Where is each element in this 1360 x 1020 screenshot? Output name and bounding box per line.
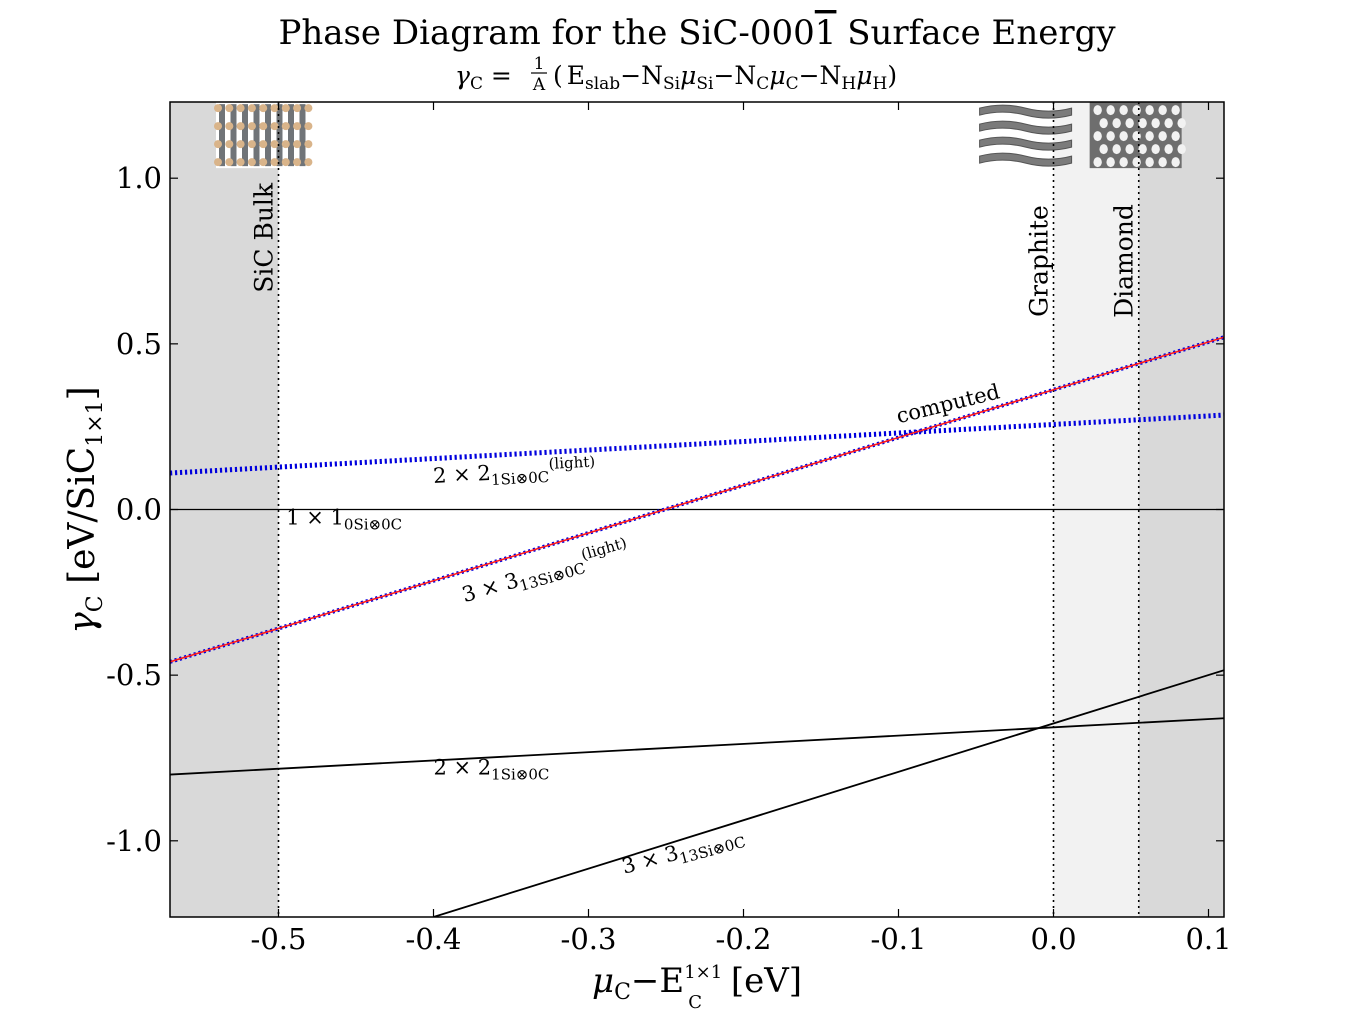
sic-bulk-structure [214,102,313,169]
x-axis-label: μC−E1×1 C [eV] [592,961,802,1013]
annotation-5: computed [894,379,1002,428]
title-bar-digit: 1 [815,13,837,53]
annotation-1: 2 × 21Si⊗0C(light) [432,453,596,492]
diamond-structure [1089,102,1186,169]
y-tick-label-3: -0.5 [106,658,162,692]
line-annotations: 1 × 10Si⊗0C 2 × 21Si⊗0C(light) 3 × 313Si⊗0… [286,379,1002,883]
axis-ticks: -0.5 -0.4 -0.3 -0.2 -0.1 0.0 0.1 1.0 0.5 0.0 -0.5 -… [106,102,1232,956]
y-tick-label-1: 0.5 [116,327,162,361]
x-tick-label-0: -0.5 [251,922,307,956]
series-line-3 [170,412,1224,476]
phase-boundary-lines: SiC Bulk Graphite Diamond [250,102,1140,917]
chart-title: Phase Diagram for the SiC-0001 Surface E… [278,13,1116,53]
surface-energy-lines [170,335,1224,917]
x-tick-label-5: 0.0 [1030,922,1076,956]
series-line-2 [433,669,1224,917]
series-line-5 [170,336,1224,663]
annotation-4: 3 × 313Si⊗0C [619,823,747,883]
x-tick-label-1: -0.4 [406,922,462,956]
x-tick-label-4: -0.1 [871,922,927,956]
chart-subtitle: γC = 1 A (Eslab−NSiμSi−NCμC−NHμH) [455,54,897,95]
svg-text:A: A [532,75,546,95]
boundary-label-2: Diamond [1110,204,1139,318]
annotation-3: 2 × 21Si⊗0C [434,756,550,784]
y-tick-label-0: 1.0 [116,161,162,195]
svg-text:1: 1 [534,54,545,74]
x-tick-label-2: -0.3 [561,922,617,956]
x-tick-label-6: 0.1 [1185,922,1231,956]
annotation-2: 3 × 313Si⊗0C(light) [458,534,632,611]
boundary-label-0: SiC Bulk [250,182,279,293]
y-tick-label-2: 0.0 [116,493,162,527]
annotation-0: 1 × 10Si⊗0C [286,505,402,533]
svg-text:γC =: γC = [455,61,512,94]
x-tick-label-3: -0.2 [716,922,772,956]
boundary-label-1: Graphite [1025,205,1054,317]
y-axis-label: γC [eV/SiC1×1] [62,386,108,633]
series-line-1 [170,717,1224,776]
structure-insets [214,102,1186,169]
graphite-structure [979,104,1073,167]
y-tick-label-4: -1.0 [106,824,162,858]
svg-text:(Eslab−NSiμSi−NCμC−NHμH): (Eslab−NSiμSi−NCμC−NHμH) [553,61,897,94]
